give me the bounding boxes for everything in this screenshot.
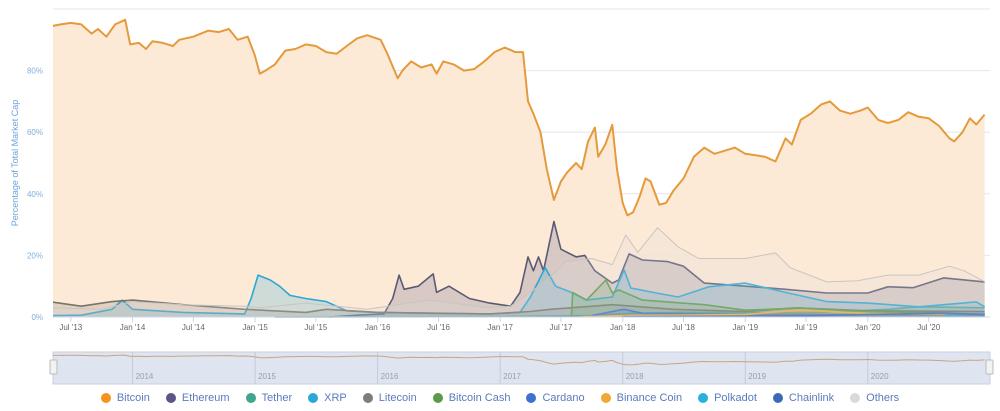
x-tick-label: Jan '15 [242,323,268,332]
legend-item-others[interactable]: Others [850,392,899,404]
x-tick-label: Jan '17 [487,323,513,332]
x-tick-label: Jul '15 [304,323,327,332]
legend-item-bitcoin-cash[interactable]: Bitcoin Cash [432,392,511,404]
line-bitcoin [52,18,986,217]
line-others [52,227,985,310]
legend-item-polkadot[interactable]: Polkadot [698,392,757,404]
legend-marker-icon [850,393,861,403]
legend-label: Polkadot [714,392,757,404]
legend-item-litecoin[interactable]: Litecoin [362,392,417,404]
line-litecoin [52,299,985,315]
legend-item-chainlink[interactable]: Chainlink [772,392,835,404]
line-tether [274,306,985,318]
navigator-right-handle[interactable] [985,359,994,375]
area-others [53,227,985,317]
legend-label: Others [866,392,900,404]
x-axis-ticks: Jul '13 Jan '14 Jul '14 Jan '15 Jul '15 Jan '… [59,317,941,332]
legend-label: Litecoin [378,392,417,404]
area-litecoin [53,300,985,317]
legend-item-ethereum[interactable]: Ethereum [165,392,230,404]
x-tick-label: Jan '20 [855,323,881,332]
navigator-year-label: 2019 [748,372,766,381]
legend-item-binance-coin[interactable]: Binance Coin [600,392,683,404]
y-tick-label: 80% [27,67,43,76]
legend-marker-icon [526,393,537,403]
legend-marker-icon [600,393,611,403]
area-bitcoin-cash [571,280,985,317]
legend-marker-icon [432,393,443,403]
x-tick-label: Jan '16 [365,323,391,332]
x-tick-label: Jul '20 [917,323,940,332]
navigator-year-label: 2015 [258,372,276,381]
navigator-year-label: 2018 [626,372,644,381]
x-tick-label: Jul '17 [550,323,573,332]
legend-marker-icon [100,393,111,403]
navigator-year-label: 2017 [503,372,521,381]
legend: Bitcoin Ethereum Tether XRP Litecoin Bitcoin … [0,392,1000,404]
area-chainlink [622,313,985,317]
legend-marker-icon [772,393,783,403]
y-tick-label: 20% [27,251,43,260]
legend-item-tether[interactable]: Tether [245,392,293,404]
navigator-year-label: 2016 [381,372,399,381]
navigator-range [52,351,991,385]
x-tick-label: Jul '16 [427,323,450,332]
x-tick-label: Jul '14 [182,323,205,332]
legend-marker-icon [308,393,319,403]
x-tick-label: Jan '14 [120,323,146,332]
navigator-bitcoin-line [53,354,985,366]
legend-label: Binance Coin [616,392,683,404]
x-tick-label: Jan '18 [610,323,636,332]
legend-item-bitcoin[interactable]: Bitcoin [100,392,150,404]
legend-marker-icon [165,393,176,403]
line-chainlink [622,312,985,318]
y-tick-label: 40% [27,190,43,199]
legend-marker-icon [362,393,373,403]
line-ethereum [329,220,985,318]
y-axis-label: Percentage of Total Market Cap [10,100,20,226]
market-dominance-chart: 0% 20% 40% 60% 80% Percentage of Total Marke… [10,8,994,385]
legend-label: Cardano [542,392,585,404]
legend-label: Ethereum [181,392,230,404]
x-tick-label: Jul '18 [672,323,695,332]
legend-label: Bitcoin Cash [448,392,511,404]
y-axis-ticks: 0% 20% 40% 60% 80% [27,67,43,322]
legend-marker-icon [698,393,709,403]
navigator-year-label: 2020 [871,372,889,381]
legend-label: XRP [324,392,347,404]
legend-marker-icon [245,393,256,403]
series-areas [52,18,990,318]
navigator[interactable]: 2014 2015 2016 2017 2018 2019 2020 [49,351,994,385]
y-tick-label: 60% [27,128,43,137]
legend-item-cardano[interactable]: Cardano [526,392,585,404]
y-tick-label: 0% [31,313,43,322]
legend-label: Chainlink [788,392,835,404]
legend-label: Tether [261,392,293,404]
area-bitcoin [53,19,985,318]
navigator-year-label: 2014 [136,372,154,381]
legend-label: Bitcoin [116,392,150,404]
x-tick-label: Jan '19 [732,323,758,332]
line-bitcoin-cash [570,279,985,318]
navigator-left-handle[interactable] [49,359,58,375]
legend-item-xrp[interactable]: XRP [308,392,347,404]
x-tick-label: Jul '13 [59,323,82,332]
x-tick-label: Jul '19 [795,323,818,332]
